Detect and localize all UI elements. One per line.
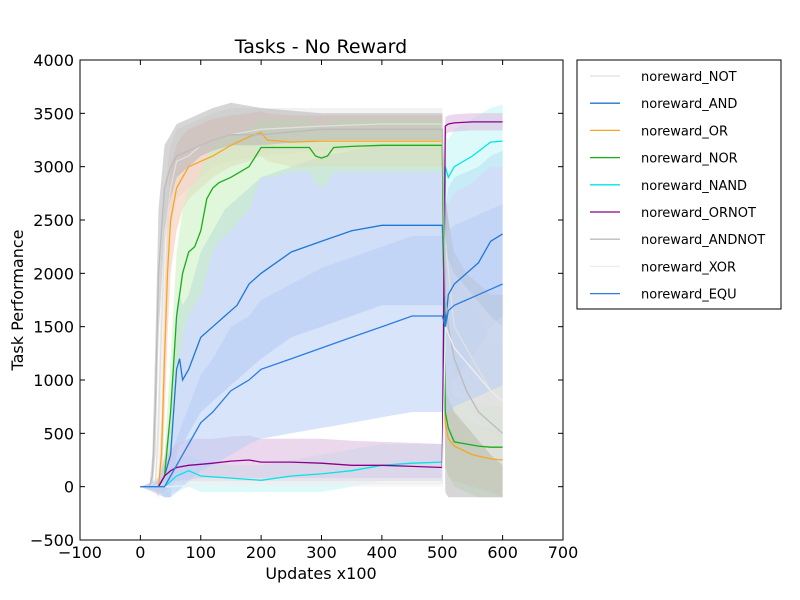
x-tick-label: 200 xyxy=(246,543,277,562)
legend-label-noreward_EQU: noreward_EQU xyxy=(641,288,737,303)
legend-label-noreward_AND: noreward_AND xyxy=(641,97,737,112)
series-line-noreward_XOR xyxy=(140,326,504,488)
legend: noreward_NOT noreward_AND noreward_ORnorew… xyxy=(576,59,782,310)
legend-label-noreward_XOR: noreward_XOR xyxy=(641,260,736,275)
legend-label-noreward_ORNOT: noreward_ORNOT xyxy=(641,206,756,221)
y-axis-title: Task Performance xyxy=(8,229,27,371)
y-tick-label: 3500 xyxy=(33,104,74,123)
y-tick-label: 1500 xyxy=(33,318,74,337)
series-band-noreward_ANDNOT xyxy=(140,102,503,498)
x-tick-label: 100 xyxy=(185,543,216,562)
series-line-noreward_NOR xyxy=(140,144,503,488)
y-tick-label: 4000 xyxy=(33,51,74,70)
x-tick-label: 400 xyxy=(367,543,398,562)
series-line-noreward_AND xyxy=(140,224,503,488)
x-tick-label: 600 xyxy=(487,543,518,562)
legend-label-noreward_NAND: noreward_NAND xyxy=(641,179,747,194)
series-line-noreward_EQU xyxy=(140,283,503,488)
series-line-noreward_ANDNOT xyxy=(140,128,504,488)
x-axis-title: Updates x100 xyxy=(265,564,376,583)
y-tick-label: 1000 xyxy=(33,371,74,390)
chart-title: Tasks - No Reward xyxy=(234,36,407,58)
y-tick-label: −500 xyxy=(30,531,74,550)
series-band-noreward_EQU xyxy=(140,204,503,498)
y-tick-label: 3000 xyxy=(33,158,74,177)
legend-label-noreward_OR: noreward_OR xyxy=(641,124,728,139)
x-tick-label: 500 xyxy=(427,543,458,562)
y-tick-label: 0 xyxy=(64,478,74,497)
y-tick-label: 2500 xyxy=(33,211,74,230)
plot-area xyxy=(140,102,504,498)
x-tick-label: 700 xyxy=(548,543,579,562)
series-band-noreward_NAND xyxy=(140,104,503,493)
x-tick-label: −100 xyxy=(58,543,102,562)
x-tick-label: 300 xyxy=(306,543,337,562)
legend-label-noreward_NOT: noreward_NOT xyxy=(641,70,737,85)
y-tick-label: 500 xyxy=(43,424,74,443)
axis-ticks: −100 0 100 200 300 400 500 600 700 −500 0 500 1000 15… xyxy=(30,51,578,562)
x-tick-label: 0 xyxy=(135,543,145,562)
legend-label-noreward_ANDNOT: noreward_ANDNOT xyxy=(641,233,765,248)
series-band-noreward_NOR xyxy=(140,118,503,498)
series-line-noreward_NAND xyxy=(140,140,503,488)
y-tick-label: 2000 xyxy=(33,264,74,283)
legend-label-noreward_NOR: noreward_NOR xyxy=(641,152,738,167)
